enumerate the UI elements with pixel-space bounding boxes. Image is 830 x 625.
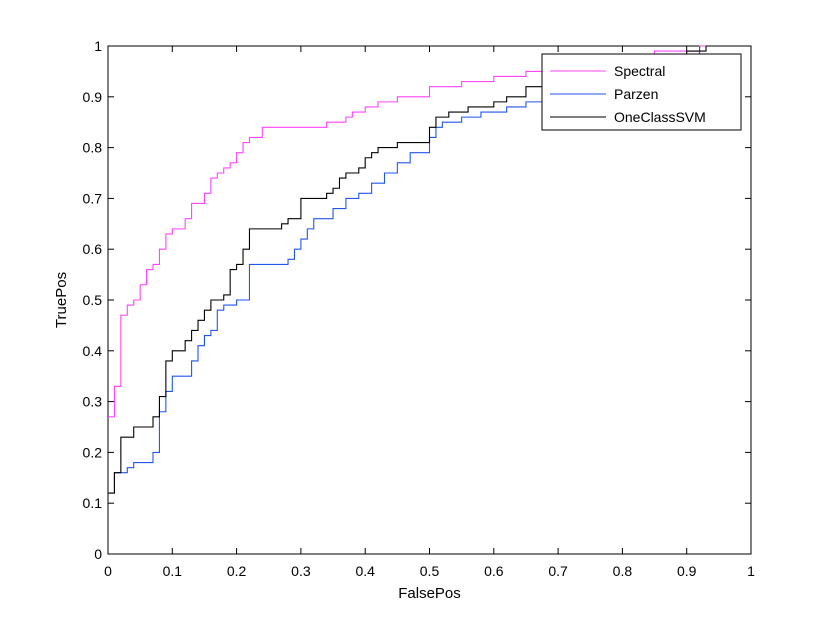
series-line-oneclasssvm xyxy=(108,46,707,494)
series-line-spectral xyxy=(108,45,706,418)
y-tick-label: 0.8 xyxy=(83,140,103,156)
x-tick-label: 0.3 xyxy=(291,563,311,579)
x-axis-label: FalsePos xyxy=(398,585,461,602)
y-tick-label: 0.1 xyxy=(83,495,103,511)
series-layer xyxy=(108,45,707,494)
y-tick-label: 0.6 xyxy=(83,241,103,257)
legend-label-parzen: Parzen xyxy=(614,86,658,102)
x-tick-label: 1 xyxy=(747,563,755,579)
x-tick-label: 0.9 xyxy=(677,563,697,579)
y-tick-label: 0.5 xyxy=(83,292,103,308)
x-tick-label: 0.2 xyxy=(227,563,247,579)
y-tick-label: 1 xyxy=(94,38,102,54)
y-tick-label: 0.3 xyxy=(83,394,103,410)
x-tick-label: 0.8 xyxy=(613,563,633,579)
y-tick-label: 0 xyxy=(94,546,102,562)
x-tick-label: 0.6 xyxy=(484,563,504,579)
y-tick-label: 0.2 xyxy=(83,444,103,460)
x-tick-label: 0.4 xyxy=(355,563,375,579)
axis-tick-labels: 0 0.1 0.2 0.3 0.4 0.5 0.6 0.7 0.8 0.9 1 0 0.1 0.2 0.3 0… xyxy=(83,38,756,579)
x-tick-label: 0.1 xyxy=(163,563,183,579)
x-tick-label: 0 xyxy=(104,563,112,579)
y-tick-label: 0.4 xyxy=(83,343,103,359)
series-line-parzen xyxy=(108,46,701,494)
legend-label-oneclasssvm: OneClassSVM xyxy=(614,109,706,125)
y-tick-label: 0.7 xyxy=(83,190,103,206)
legend-label-spectral: Spectral xyxy=(614,63,665,79)
x-tick-label: 0.5 xyxy=(420,563,440,579)
x-tick-label: 0.7 xyxy=(548,563,568,579)
y-axis-label: TruePos xyxy=(53,272,70,328)
y-tick-label: 0.9 xyxy=(83,89,103,105)
axis-ticks xyxy=(107,45,752,555)
legend: Spectral Parzen OneClassSVM xyxy=(541,53,742,131)
